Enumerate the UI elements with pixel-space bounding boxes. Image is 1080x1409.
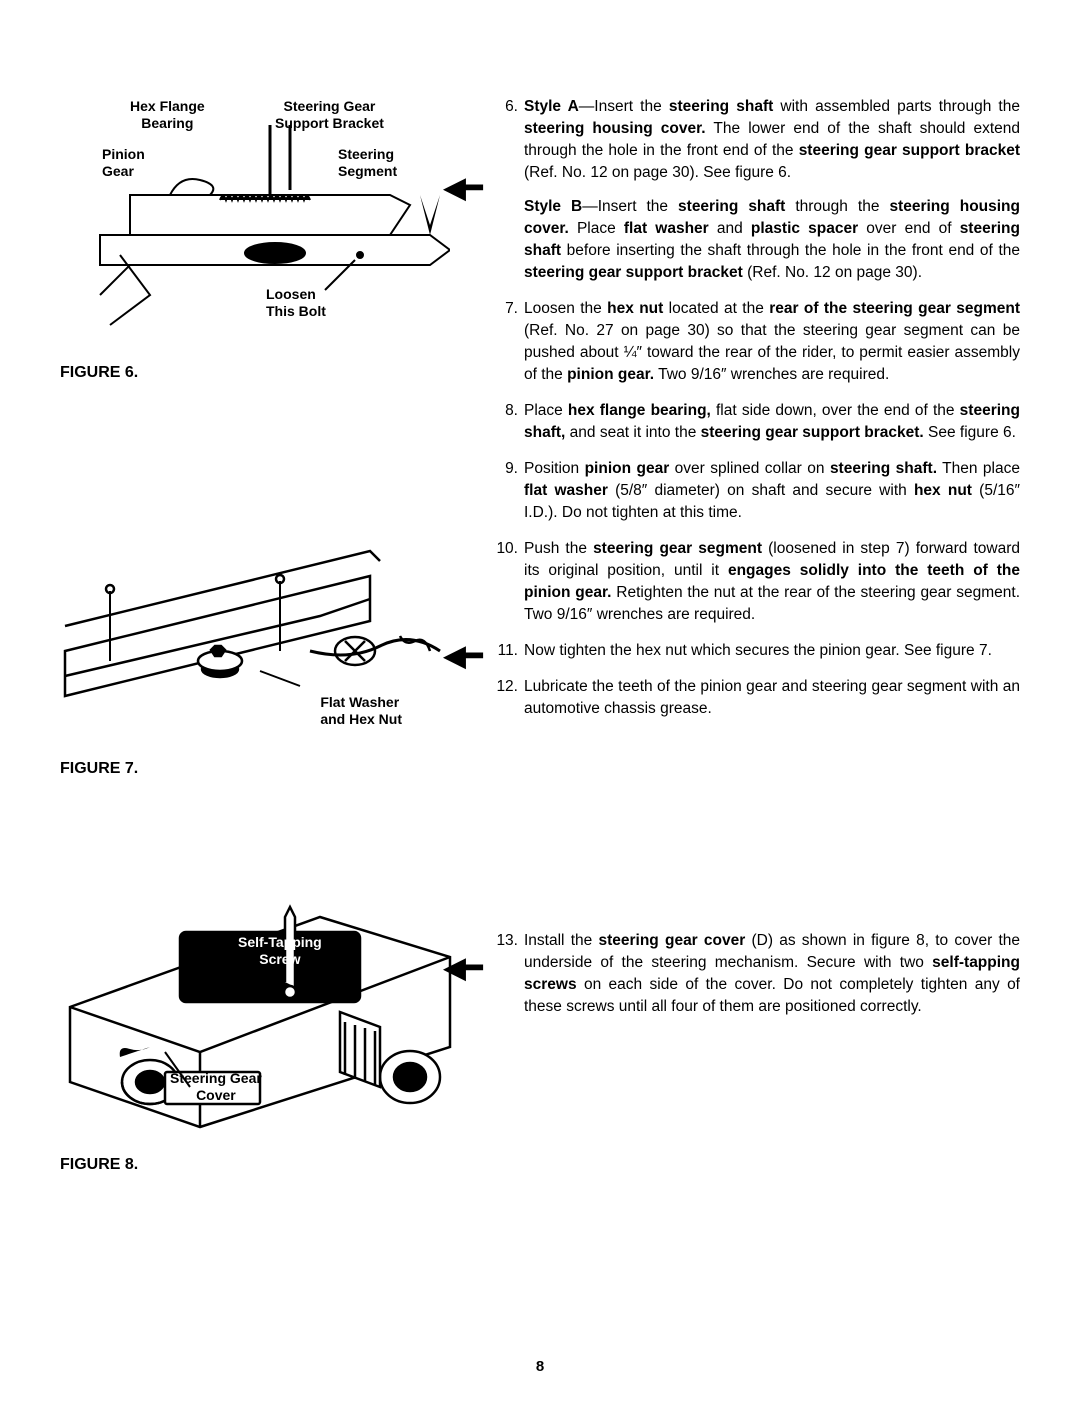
step-6-style-b: Style B—Insert the steering shaft throug…: [524, 196, 1020, 284]
spacer-1: [60, 406, 460, 516]
figure-7: Flat Washerand Hex Nut FIGURE 7.: [60, 516, 460, 778]
text: over splined collar on: [669, 460, 830, 477]
text: before inserting the shaft through the h…: [561, 242, 1020, 259]
right-column: 6. Style A—Insert the steering shaft wit…: [490, 90, 1020, 1198]
text-bold: pinion gear.: [567, 366, 654, 383]
text-bold: steering gear support bracket: [524, 264, 743, 281]
figure-6-image: Hex FlangeBearing Steering GearSupport B…: [60, 90, 460, 350]
step-9: 9. Position pinion gear over splined col…: [490, 458, 1020, 524]
text: flat side down, over the end of the: [711, 402, 960, 419]
text-bold: plastic spacer: [751, 220, 858, 237]
instruction-steps: 6. Style A—Insert the steering shaft wit…: [490, 96, 1020, 1018]
text-bold: pinion gear: [585, 460, 670, 477]
step-8: 8. Place hex flange bearing, flat side d…: [490, 400, 1020, 444]
text: (Ref. No. 12 on page 30).: [743, 264, 922, 281]
step-num: 6.: [490, 96, 518, 118]
text: Then place: [937, 460, 1020, 477]
figure-6-svg: [70, 95, 450, 345]
text: Push the: [524, 540, 593, 557]
step-12: 12. Lubricate the teeth of the pinion ge…: [490, 676, 1020, 720]
text: and: [709, 220, 751, 237]
arrow-left-icon: ◀━: [444, 636, 482, 676]
left-column: Hex FlangeBearing Steering GearSupport B…: [60, 90, 460, 1198]
text-bold: flat washer: [524, 482, 608, 499]
text-bold: Style A: [524, 98, 579, 115]
text: over end of: [858, 220, 960, 237]
text: —Insert the: [582, 198, 678, 215]
step-13: 13. Install the steering gear cover (D) …: [490, 930, 1020, 1018]
fig6-label-pinion-gear: PinionGear: [102, 146, 145, 180]
text-bold: steering housing cover.: [524, 120, 706, 137]
step-num: 11.: [490, 640, 518, 662]
figure-7-caption: FIGURE 7.: [60, 760, 460, 778]
step-num: 13.: [490, 930, 518, 952]
fig8-label-self-tapping: Self-TappingScrew: [238, 934, 322, 968]
figure-8: Self-TappingScrew Steering GearCover FIG…: [60, 882, 460, 1174]
text: (5/8″ diameter) on shaft and secure with: [608, 482, 914, 499]
step-11: 11. Now tighten the hex nut which secure…: [490, 640, 1020, 662]
figure-8-image: Self-TappingScrew Steering GearCover: [60, 882, 460, 1142]
text-bold: hex nut: [607, 300, 663, 317]
step-6: 6. Style A—Insert the steering shaft wit…: [490, 96, 1020, 284]
step-7: 7. Loosen the hex nut located at the rea…: [490, 298, 1020, 386]
text-bold: hex nut: [914, 482, 972, 499]
text: located at the: [663, 300, 769, 317]
text: Place: [524, 402, 568, 419]
fig8-label-steering-gear-cover: Steering GearCover: [170, 1070, 262, 1104]
text: Now tighten the hex nut which secures th…: [524, 642, 992, 659]
figure-7-image: Flat Washerand Hex Nut: [60, 516, 460, 746]
text-bold: flat washer: [624, 220, 709, 237]
spacer-2: [60, 802, 460, 882]
step-num: 10.: [490, 538, 518, 560]
fig6-label-steering-segment: SteeringSegment: [338, 146, 397, 180]
page-number: 8: [536, 1358, 544, 1375]
text-bold: steering gear segment: [593, 540, 762, 557]
text-bold: hex flange bearing,: [568, 402, 711, 419]
page: Hex FlangeBearing Steering GearSupport B…: [0, 0, 1080, 1238]
step-num: 7.: [490, 298, 518, 320]
figure-6: Hex FlangeBearing Steering GearSupport B…: [60, 90, 460, 382]
step-num: 8.: [490, 400, 518, 422]
text-bold: steering shaft: [678, 198, 785, 215]
text: See figure 6.: [924, 424, 1016, 441]
fig6-label-steering-gear-support: Steering GearSupport Bracket: [275, 98, 384, 132]
step-10: 10. Push the steering gear segment (loos…: [490, 538, 1020, 626]
text-bold: steering gear support bracket: [799, 142, 1020, 159]
text: with assembled parts through the: [773, 98, 1020, 115]
text: on each side of the cover. Do not comple…: [524, 976, 1020, 1015]
fig6-label-loosen-bolt: LoosenThis Bolt: [266, 286, 326, 320]
text: Position: [524, 460, 585, 477]
step-num: 12.: [490, 676, 518, 698]
text-bold: steering shaft.: [830, 460, 937, 477]
text: Install the: [524, 932, 598, 949]
text: Two 9/16″ wrenches are required.: [654, 366, 889, 383]
fig7-label-flat-washer: Flat Washerand Hex Nut: [320, 694, 402, 728]
text: (Ref. No. 12 on page 30). See figure 6.: [524, 164, 791, 181]
figure-6-caption: FIGURE 6.: [60, 364, 460, 382]
arrow-left-icon: ◀━: [444, 168, 482, 208]
fig6-label-hex-flange: Hex FlangeBearing: [130, 98, 205, 132]
text-bold: steering gear support bracket.: [701, 424, 924, 441]
text: Place: [569, 220, 624, 237]
text-bold: steering shaft: [669, 98, 773, 115]
text: and seat it into the: [565, 424, 700, 441]
text: Lubricate the teeth of the pinion gear a…: [524, 678, 1020, 717]
text-bold: Style B: [524, 198, 582, 215]
text: —Insert the: [579, 98, 669, 115]
arrow-left-icon: ◀━: [444, 948, 482, 988]
text: Loosen the: [524, 300, 607, 317]
text: through the: [785, 198, 889, 215]
text-bold: steering gear cover: [598, 932, 745, 949]
step-num: 9.: [490, 458, 518, 480]
text-bold: rear of the steering gear segment: [769, 300, 1020, 317]
figure-8-caption: FIGURE 8.: [60, 1156, 460, 1174]
